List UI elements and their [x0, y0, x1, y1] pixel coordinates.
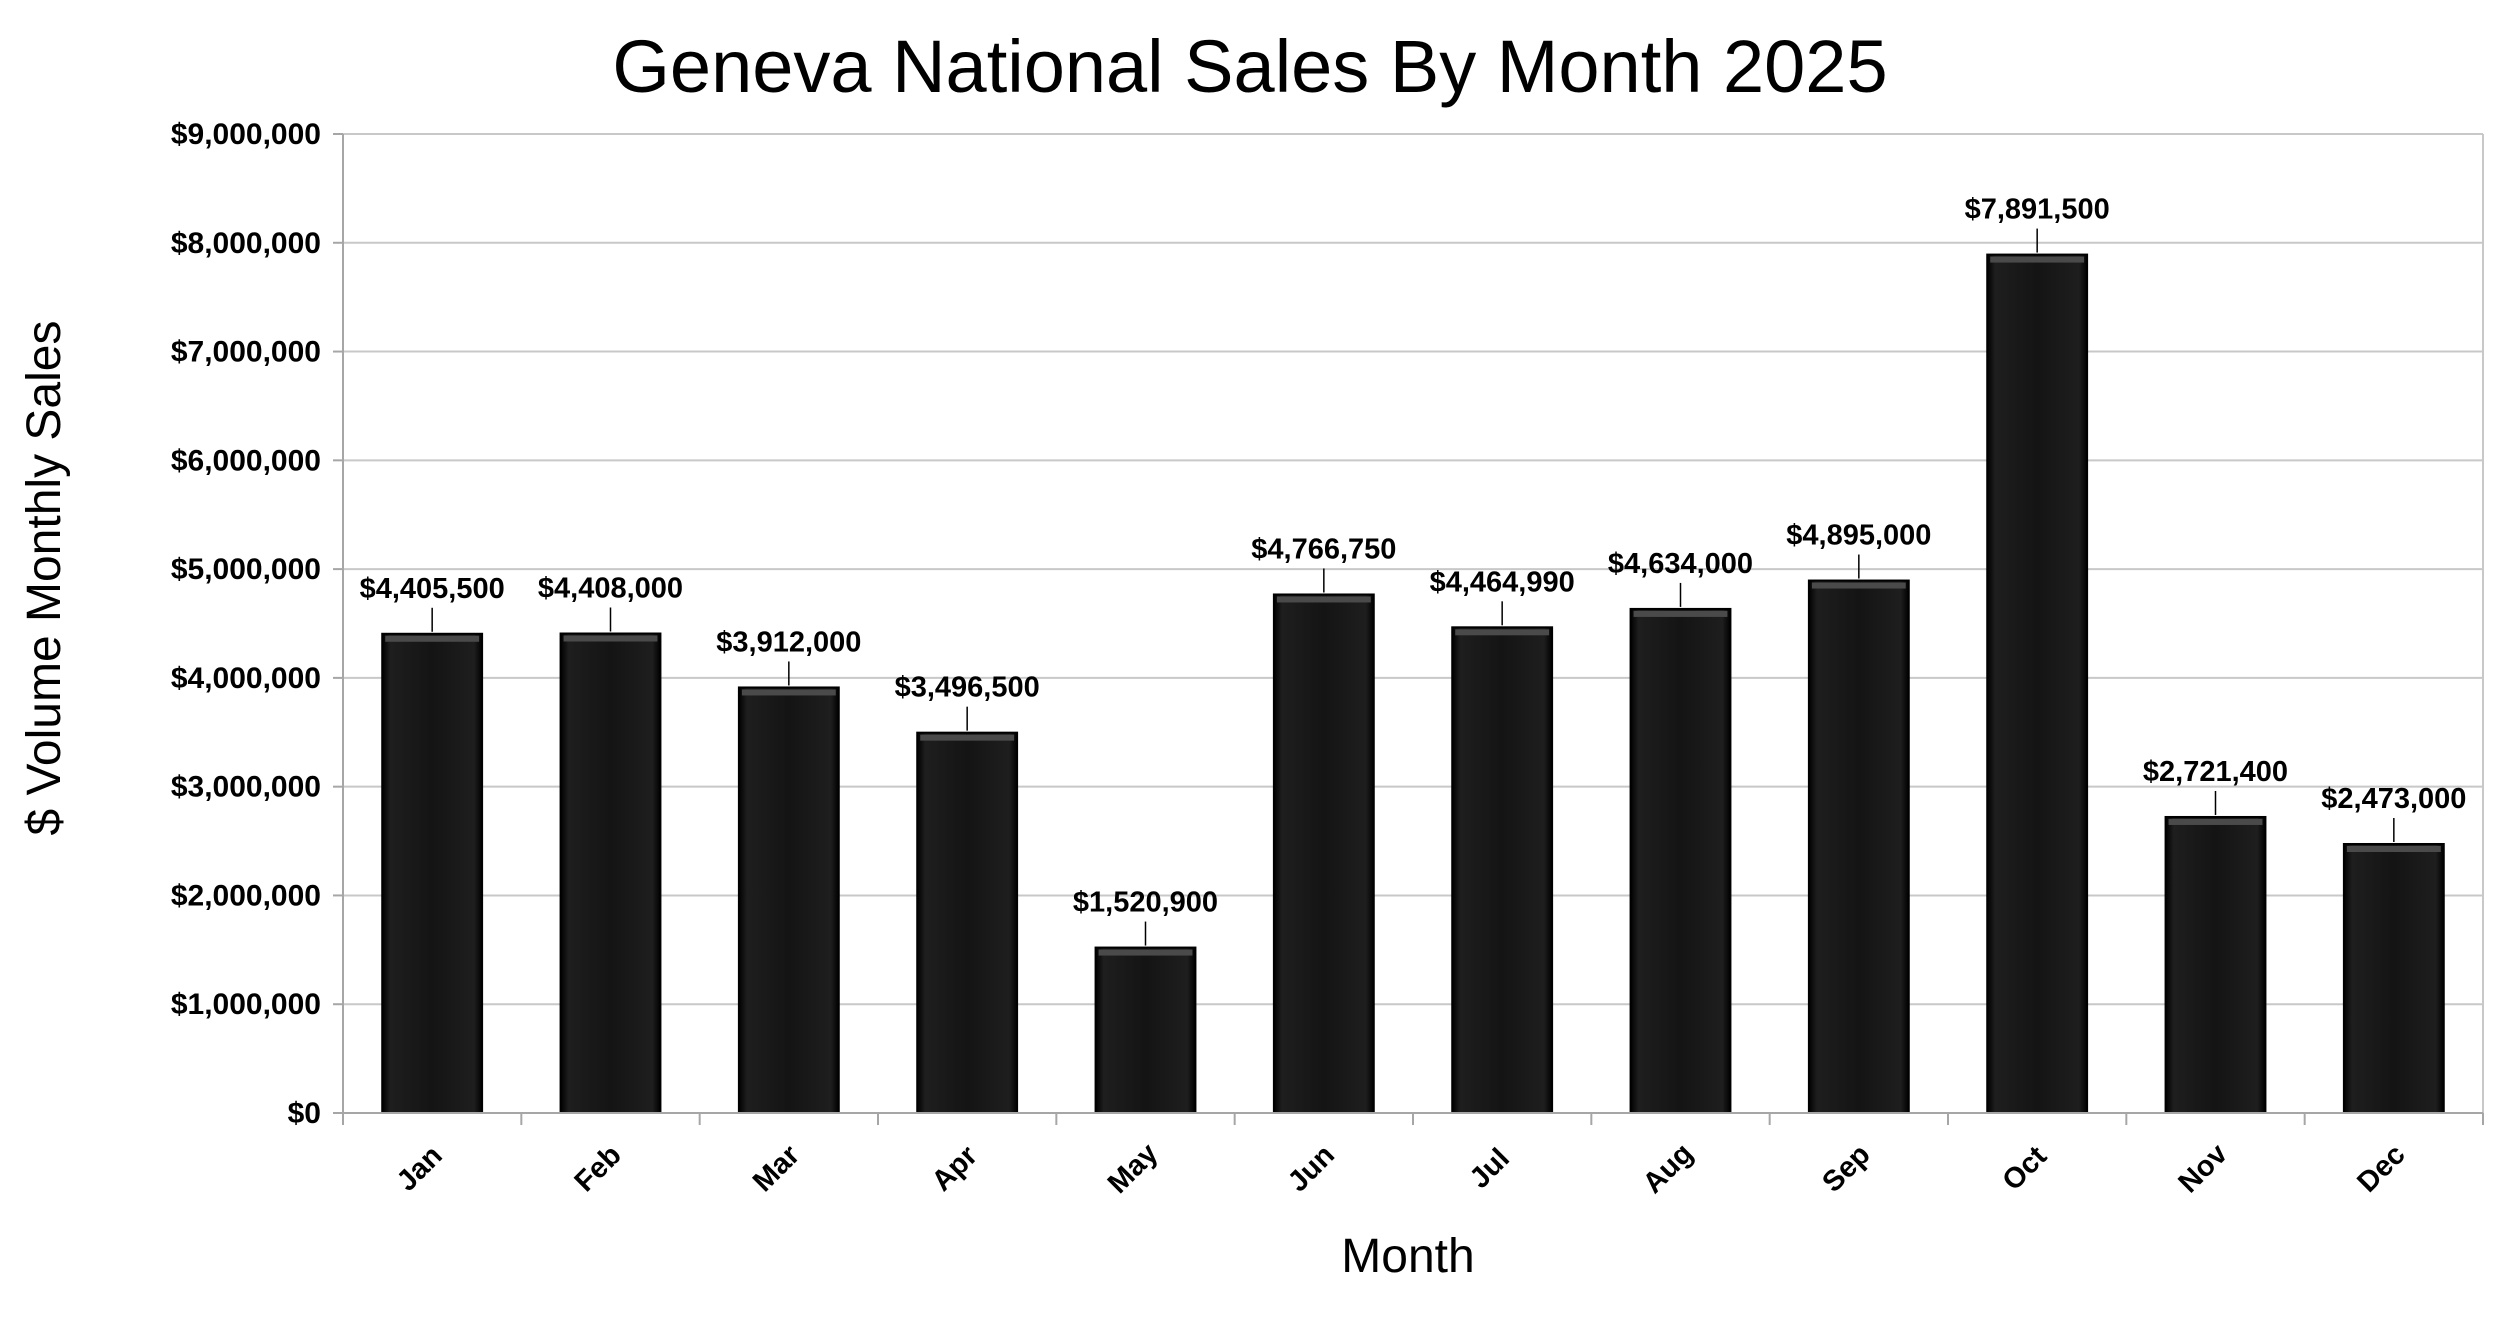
- y-tick-label: $6,000,000: [171, 444, 321, 477]
- data-label: $2,721,400: [2143, 756, 2288, 788]
- bar-dec: [2342, 842, 2445, 1114]
- x-tick-label: May: [1102, 1137, 1165, 1200]
- x-tick-label: Jul: [1464, 1143, 1516, 1195]
- y-tick-label: $1,000,000: [171, 988, 321, 1021]
- x-tick-label: Dec: [2351, 1139, 2411, 1199]
- y-tick-label: $7,000,000: [171, 336, 321, 369]
- bar-may: [1094, 946, 1197, 1114]
- x-tick-label: Jun: [1282, 1139, 1341, 1198]
- bar-bevel: [1633, 610, 1728, 617]
- data-label: $4,895,000: [1786, 520, 1931, 552]
- bar-bevel: [1990, 256, 2085, 263]
- bar-aug: [1629, 607, 1732, 1114]
- data-label: $2,473,000: [2321, 783, 2466, 815]
- y-tick-label: $9,000,000: [171, 118, 321, 151]
- y-tick-label: $2,000,000: [171, 879, 321, 912]
- bar-bevel: [385, 635, 480, 642]
- y-tick-label: $0: [288, 1097, 321, 1130]
- bar-jul: [1451, 626, 1554, 1114]
- bar-bevel: [1276, 596, 1371, 603]
- bar-feb: [559, 632, 662, 1114]
- gridlines: [343, 133, 2484, 1113]
- bar-jun: [1272, 593, 1375, 1114]
- bar-bevel: [1455, 629, 1550, 636]
- y-axis-title: $ Volume Monthly Sales: [18, 321, 71, 836]
- x-tick-label: Sep: [1816, 1139, 1876, 1199]
- bar-bevel: [2168, 818, 2263, 825]
- x-tick-label: Aug: [1637, 1137, 1699, 1199]
- x-tick-label: Nov: [2172, 1138, 2233, 1199]
- y-tick-label: $4,000,000: [171, 662, 321, 695]
- bar-bevel: [920, 734, 1015, 741]
- x-tick-label: Apr: [926, 1140, 984, 1198]
- bar-bevel: [2346, 845, 2441, 852]
- data-label: $1,520,900: [1073, 887, 1218, 919]
- data-label: $4,464,990: [1430, 566, 1575, 598]
- y-tick-label: $5,000,000: [171, 553, 321, 586]
- x-tick-label: Feb: [569, 1139, 628, 1198]
- chart-title: Geneva National Sales By Month 2025: [612, 25, 1887, 108]
- bar-mar: [737, 686, 840, 1114]
- data-label: $4,408,000: [538, 573, 683, 605]
- x-axis-title: Month: [1341, 1230, 1474, 1283]
- x-tick-label: Oct: [1996, 1140, 2053, 1197]
- y-tick-label: $8,000,000: [171, 227, 321, 260]
- data-label: $4,634,000: [1608, 548, 1753, 580]
- y-tick-label: $3,000,000: [171, 771, 321, 804]
- bar-apr: [916, 731, 1019, 1114]
- bar-nov: [2164, 815, 2267, 1114]
- data-label: $3,912,000: [716, 626, 861, 658]
- bar-jan: [381, 632, 484, 1114]
- x-tick-label: Jan: [391, 1140, 449, 1198]
- data-label: $4,766,750: [1251, 533, 1396, 565]
- x-tick-label: Mar: [747, 1139, 806, 1198]
- bars: [381, 253, 2445, 1115]
- bar-bevel: [741, 689, 836, 696]
- bar-bevel: [563, 635, 658, 642]
- bar-bevel: [1098, 949, 1193, 956]
- data-label: $4,405,500: [360, 573, 505, 605]
- bar-oct: [1986, 253, 2089, 1115]
- bar-bevel: [1811, 582, 1906, 589]
- data-label: $7,891,500: [1965, 194, 2110, 226]
- data-label: $3,496,500: [895, 672, 1040, 704]
- bar-sep: [1807, 579, 1910, 1114]
- data-labels: $4,405,500 $4,408,000 $3,912,000 $3,496,500…: [360, 194, 2466, 946]
